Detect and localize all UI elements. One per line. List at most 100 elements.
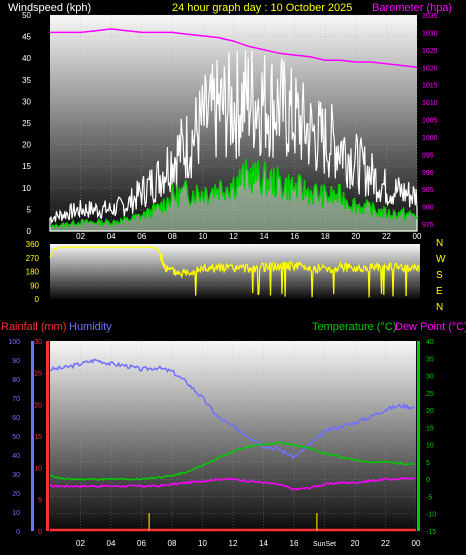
windspeed-axis-ticks: 0 5 10 15 20 25 30 35 40 45 50 <box>22 11 31 236</box>
temperature-tick-label: -15 <box>426 529 436 536</box>
barometer-tick-label: 1025 <box>422 48 438 55</box>
wind-x-tick-label: 06 <box>137 232 146 241</box>
temperature-tick-label: 10 <box>426 443 434 450</box>
wind-series <box>49 28 418 232</box>
humidity-line <box>49 358 415 460</box>
wind-x-tick-label: 04 <box>107 232 116 241</box>
compass-label: N <box>436 238 443 249</box>
windspeed-tick-label: 35 <box>22 76 31 85</box>
climate-x-tick-label: 20 <box>351 539 360 548</box>
wind-x-tick-label: 00 <box>413 232 422 241</box>
windspeed-tick-label: 10 <box>22 184 31 193</box>
temperature-tick-label: 40 <box>426 339 434 346</box>
humidity-tick-label: 60 <box>12 415 20 422</box>
compass-label: E <box>436 286 443 297</box>
rainfall-axis-ticks: 0 5 10 15 20 25 30 <box>34 339 42 536</box>
climate-x-tick-label: 08 <box>168 539 177 548</box>
barometer-axis-ticks: 975 980 985 990 995 1000 1005 1010 1015 1020 1025 1… <box>422 13 438 229</box>
dewpoint-title: Dew Point (°C) <box>395 321 466 333</box>
barometer-tick-label: 985 <box>422 187 434 194</box>
windspeed-tick-label: 50 <box>22 11 31 20</box>
wind-x-tick-label: 12 <box>229 232 238 241</box>
rainfall-tick-label: 15 <box>34 434 42 441</box>
barometer-tick-label: 1010 <box>422 100 438 107</box>
rainfall-tick-label: 25 <box>34 371 42 378</box>
climate-x-tick-label: 16 <box>290 539 299 548</box>
climate-plot-area <box>50 341 416 531</box>
rainfall-title: Rainfall (mm) <box>1 321 66 333</box>
wind-gust-line <box>49 50 418 232</box>
windspeed-tick-label: 30 <box>22 97 31 106</box>
humidity-tick-label: 40 <box>12 453 20 460</box>
compass-label: S <box>436 270 443 281</box>
barometer-title: Barometer (hpa) <box>372 2 452 14</box>
climate-x-tick-label: 12 <box>229 539 238 548</box>
windspeed-tick-label: 5 <box>27 205 32 214</box>
wind-average-fill <box>50 158 417 231</box>
rainfall-axis-bar <box>46 341 49 531</box>
barometer-tick-label: 995 <box>422 152 434 159</box>
windspeed-tick-label: 25 <box>22 119 31 128</box>
humidity-tick-label: 100 <box>8 339 20 346</box>
temperature-title: Temperature (°C) <box>312 321 396 333</box>
barometer-tick-label: 1020 <box>422 65 438 72</box>
rainfall-tick-label: 30 <box>34 339 42 346</box>
humidity-tick-label: 80 <box>12 377 20 384</box>
climate-x-tick-label: 10 <box>198 539 207 548</box>
wind-x-tick-label: 02 <box>76 232 85 241</box>
wind-x-tick-label: 18 <box>321 232 330 241</box>
temperature-axis-ticks: -15 -10 -5 0 5 10 15 20 25 30 35 40 <box>426 339 436 536</box>
rainfall-tick-label: 5 <box>38 497 42 504</box>
temperature-tick-label: -5 <box>426 494 432 501</box>
barometer-line <box>50 28 418 69</box>
windspeed-tick-label: 40 <box>22 54 31 63</box>
humidity-axis-ticks: 0 10 20 30 40 50 60 70 80 90 100 <box>8 339 20 536</box>
compass-label: N <box>436 302 443 313</box>
direction-tick-label: 270 <box>26 254 40 263</box>
temperature-tick-label: 0 <box>426 477 430 484</box>
climate-x-tick-label: 06 <box>137 539 146 548</box>
direction-axis-ticks: 0 90 180 270 360 <box>26 240 40 304</box>
wind-average-line <box>49 158 418 229</box>
humidity-title: Humidity <box>69 321 112 333</box>
direction-tick-label: 360 <box>26 240 40 249</box>
climate-x-tick-label: 14 <box>259 539 268 548</box>
sunset-label: SunSet <box>313 541 336 548</box>
temperature-tick-label: 25 <box>426 391 434 398</box>
wind-x-tick-label: 10 <box>198 232 207 241</box>
temperature-line <box>49 441 415 481</box>
wind-x-tick-label: 22 <box>382 232 391 241</box>
windspeed-tick-label: 20 <box>22 141 31 150</box>
wind-x-axis-ticks: 02 04 06 08 10 12 14 16 18 20 22 00 <box>76 232 422 241</box>
humidity-tick-label: 10 <box>12 510 20 517</box>
climate-x-tick-label: 22 <box>381 539 390 548</box>
barometer-tick-label: 980 <box>422 205 434 212</box>
humidity-tick-label: 20 <box>12 491 20 498</box>
humidity-tick-label: 0 <box>16 529 20 536</box>
direction-tick-label: 180 <box>26 268 40 277</box>
direction-tick-label: 90 <box>30 281 39 290</box>
climate-x-axis-ticks: 02 04 06 08 10 12 14 16 SunSet 20 22 00 <box>76 539 421 548</box>
temperature-tick-label: 20 <box>426 408 434 415</box>
temperature-tick-label: 5 <box>426 460 430 467</box>
windspeed-tick-label: 15 <box>22 162 31 171</box>
humidity-tick-label: 50 <box>12 434 20 441</box>
compass-label: W <box>436 254 446 265</box>
rainfall-tick-label: 20 <box>34 402 42 409</box>
direction-series <box>49 246 420 298</box>
wind-x-tick-label: 16 <box>290 232 299 241</box>
climate-x-tick-label: 04 <box>107 539 116 548</box>
humidity-axis-bar <box>31 341 34 531</box>
barometer-tick-label: 1035 <box>422 13 438 20</box>
humidity-tick-label: 30 <box>12 472 20 479</box>
temperature-tick-label: 15 <box>426 425 434 432</box>
rainfall-tick-label: 10 <box>34 466 42 473</box>
barometer-tick-label: 1005 <box>422 118 438 125</box>
humidity-tick-label: 90 <box>12 358 20 365</box>
temperature-tick-label: 30 <box>426 374 434 381</box>
barometer-tick-label: 975 <box>422 222 434 229</box>
windspeed-tick-label: 45 <box>22 33 31 42</box>
wind-direction-line <box>49 246 420 298</box>
